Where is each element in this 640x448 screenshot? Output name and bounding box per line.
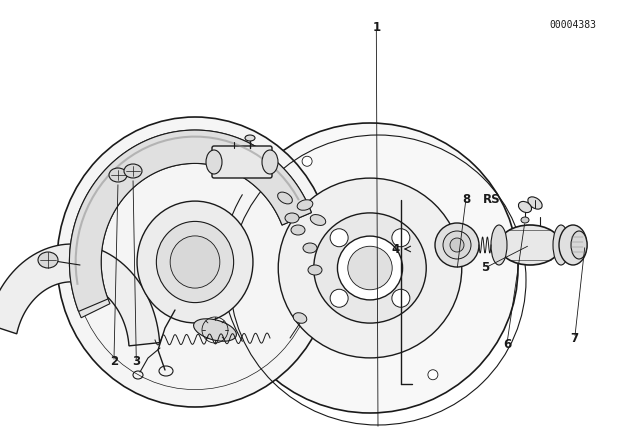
Ellipse shape xyxy=(222,123,518,413)
Ellipse shape xyxy=(206,150,222,174)
Ellipse shape xyxy=(392,289,410,307)
Text: 7: 7 xyxy=(571,332,579,345)
Ellipse shape xyxy=(491,225,507,265)
Ellipse shape xyxy=(156,221,234,302)
Text: 8: 8 xyxy=(462,193,470,206)
Polygon shape xyxy=(0,244,159,346)
Ellipse shape xyxy=(302,156,312,166)
Ellipse shape xyxy=(571,231,587,259)
Polygon shape xyxy=(69,130,312,318)
Ellipse shape xyxy=(310,215,326,225)
Ellipse shape xyxy=(262,150,278,174)
Ellipse shape xyxy=(285,213,299,223)
Ellipse shape xyxy=(297,200,313,210)
Ellipse shape xyxy=(528,197,542,209)
Ellipse shape xyxy=(330,229,348,247)
Ellipse shape xyxy=(170,236,220,288)
Ellipse shape xyxy=(38,252,58,268)
Ellipse shape xyxy=(308,265,322,275)
Ellipse shape xyxy=(193,319,236,341)
Ellipse shape xyxy=(291,225,305,235)
Ellipse shape xyxy=(348,246,392,290)
Ellipse shape xyxy=(303,243,317,253)
Ellipse shape xyxy=(137,201,253,323)
Polygon shape xyxy=(69,130,312,311)
Text: 4: 4 xyxy=(392,243,399,257)
Ellipse shape xyxy=(518,202,532,212)
Ellipse shape xyxy=(392,229,410,247)
Text: 1: 1 xyxy=(372,21,380,34)
Ellipse shape xyxy=(443,231,471,259)
Text: 3: 3 xyxy=(132,355,140,369)
Ellipse shape xyxy=(293,313,307,323)
Text: 00004383: 00004383 xyxy=(549,20,596,30)
Ellipse shape xyxy=(428,370,438,380)
Text: 5: 5 xyxy=(481,261,489,275)
Text: 6: 6 xyxy=(503,337,511,351)
Ellipse shape xyxy=(499,225,561,265)
Text: 2: 2 xyxy=(110,355,118,369)
Ellipse shape xyxy=(245,135,255,141)
Ellipse shape xyxy=(278,178,462,358)
Ellipse shape xyxy=(330,289,348,307)
Ellipse shape xyxy=(278,192,292,204)
Ellipse shape xyxy=(559,225,587,265)
FancyBboxPatch shape xyxy=(212,146,272,178)
Ellipse shape xyxy=(314,213,426,323)
Ellipse shape xyxy=(553,225,569,265)
Text: RS: RS xyxy=(483,193,500,206)
Ellipse shape xyxy=(57,117,333,407)
Ellipse shape xyxy=(124,164,142,178)
Ellipse shape xyxy=(109,168,127,182)
Ellipse shape xyxy=(450,238,464,252)
Ellipse shape xyxy=(337,236,403,300)
Ellipse shape xyxy=(521,217,529,223)
Ellipse shape xyxy=(435,223,479,267)
